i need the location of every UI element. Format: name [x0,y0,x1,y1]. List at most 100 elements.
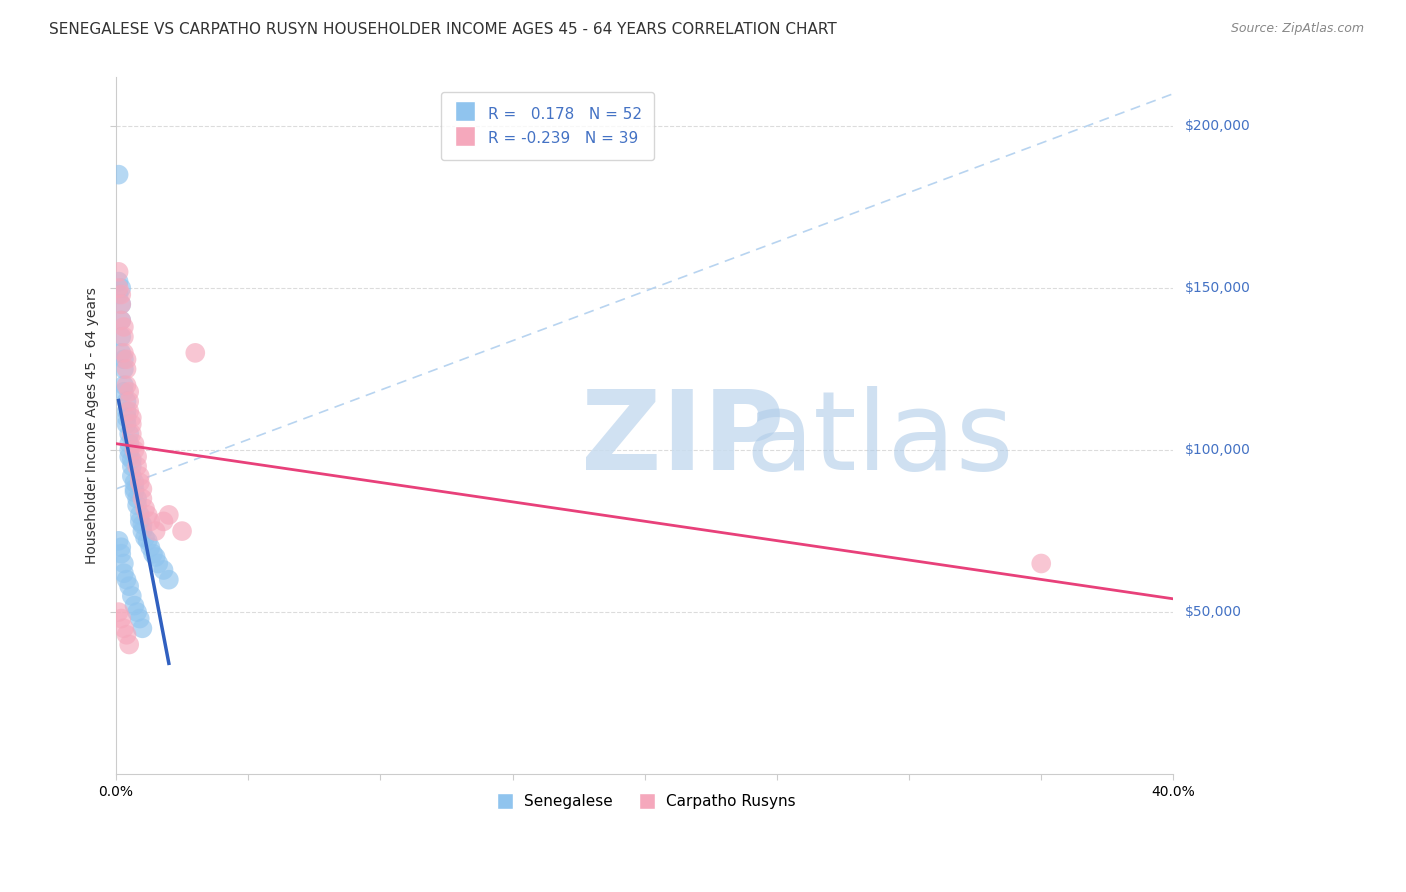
Point [127,498,149,512]
Point [112,352,135,367]
Point [127,605,149,619]
Point [118,404,141,418]
Text: SENEGALESE VS CARPATHO RUSYN HOUSEHOLDER INCOME AGES 45 - 64 YEARS CORRELATION C: SENEGALESE VS CARPATHO RUSYN HOUSEHOLDER… [49,22,837,37]
Point [118,579,141,593]
Point [136,533,159,548]
Point [152,514,174,528]
Point [124,475,146,490]
Point [136,508,159,522]
Point [142,547,165,561]
Point [110,287,132,301]
Point [124,482,146,496]
Point [115,378,138,392]
Point [118,450,141,464]
Point [118,384,141,399]
Point [118,394,141,409]
Point [110,297,132,311]
Point [131,621,153,635]
Point [115,573,138,587]
Point [110,313,132,327]
Point [112,362,135,376]
Point [112,557,135,571]
Point [110,329,132,343]
Point [115,410,138,425]
Point [124,443,146,458]
Point [115,352,138,367]
Text: $50,000: $50,000 [1184,605,1241,619]
Text: Source: ZipAtlas.com: Source: ZipAtlas.com [1230,22,1364,36]
Point [107,265,129,279]
Point [131,482,153,496]
Point [127,491,149,506]
Point [121,589,143,603]
Point [112,378,135,392]
Point [115,404,138,418]
Point [139,514,162,528]
Point [131,517,153,532]
Point [112,384,135,399]
Point [148,557,170,571]
Point [112,329,135,343]
Point [110,313,132,327]
Point [121,459,143,474]
Point [112,320,135,334]
Text: atlas: atlas [745,386,1014,493]
Point [131,524,153,538]
Point [110,541,132,555]
Point [127,450,149,464]
Point [107,287,129,301]
Point [112,346,135,360]
Point [131,491,153,506]
Point [145,524,167,538]
Point [124,485,146,500]
Y-axis label: Householder Income Ages 45 - 64 years: Householder Income Ages 45 - 64 years [86,287,100,565]
Point [107,275,129,289]
Point [118,436,141,450]
Point [118,638,141,652]
Point [112,621,135,635]
Point [157,508,180,522]
Point [118,443,141,458]
Point [1031,557,1053,571]
Point [128,514,150,528]
Point [121,417,143,432]
Point [128,508,150,522]
Point [121,426,143,441]
Point [115,394,138,409]
Point [124,436,146,450]
Point [170,524,193,538]
Point [121,410,143,425]
Point [184,346,207,360]
Point [112,566,135,581]
Point [157,573,180,587]
Legend: Senegalese, Carpatho Rusyns: Senegalese, Carpatho Rusyns [488,788,801,815]
Point [115,417,138,432]
Point [124,599,146,613]
Point [107,605,129,619]
Point [110,281,132,295]
Point [121,469,143,483]
Point [118,426,141,441]
Point [110,547,132,561]
Point [128,475,150,490]
Point [128,611,150,625]
Text: $200,000: $200,000 [1184,119,1250,133]
Point [152,563,174,577]
Point [145,549,167,564]
Point [107,533,129,548]
Point [127,459,149,474]
Point [139,541,162,555]
Text: $150,000: $150,000 [1184,281,1250,295]
Point [128,469,150,483]
Point [107,168,129,182]
Point [110,297,132,311]
Point [107,281,129,295]
Point [110,611,132,625]
Point [121,452,143,467]
Text: ZIP: ZIP [581,386,785,493]
Point [115,628,138,642]
Point [134,531,156,545]
Point [115,362,138,376]
Point [110,346,132,360]
Text: $100,000: $100,000 [1184,443,1250,457]
